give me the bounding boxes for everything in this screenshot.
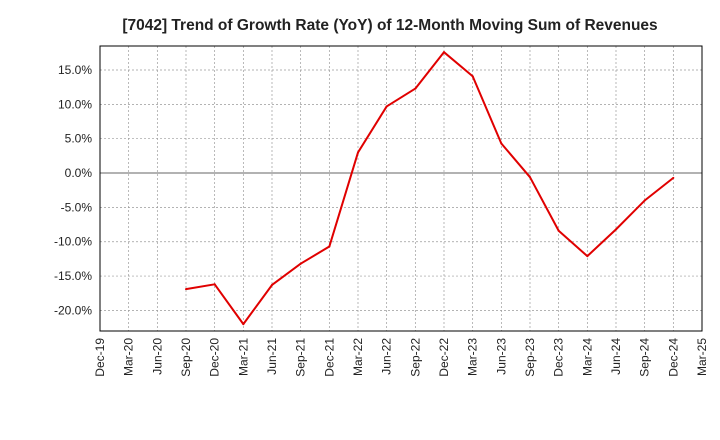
data-point [414,87,417,90]
data-point [357,151,359,154]
data-point [557,229,560,232]
series-growth-rate [185,51,675,326]
x-tick-label: Sep-22 [408,338,422,377]
x-tick-label: Jun-21 [265,338,279,375]
y-axis-ticks: 15.0% 10.0% 5.0% 0.0% -5.0% -10.0% -15.0% -20.0… [54,63,92,317]
data-point [500,142,503,145]
data-point [443,51,445,54]
x-tick-label: Dec-20 [208,338,222,377]
x-tick-label: Dec-22 [437,338,451,377]
data-point [385,105,388,108]
y-tick-label: 5.0% [65,132,93,146]
x-tick-label: Sep-21 [294,338,308,377]
data-point [529,176,531,179]
data-point [615,228,617,231]
x-tick-label: Mar-25 [695,338,709,376]
x-tick-label: Dec-19 [93,338,107,377]
plot-frame [99,45,703,332]
y-tick-label: -5.0% [61,200,93,214]
y-tick-label: 15.0% [58,63,92,77]
data-point [586,255,589,258]
x-tick-label: Sep-20 [179,338,193,377]
x-tick-label: Dec-23 [552,338,566,377]
x-tick-label: Jun-20 [150,338,164,375]
x-tick-label: Mar-20 [122,338,136,376]
x-tick-label: Sep-24 [638,338,652,377]
data-point [271,283,273,286]
y-tick-label: 10.0% [58,97,92,111]
x-tick-label: Jun-22 [380,338,394,375]
y-tick-label: -20.0% [54,303,92,317]
data-point [328,245,331,248]
data-point [643,199,646,202]
x-tick-label: Dec-24 [666,338,680,377]
x-tick-label: Mar-23 [466,338,480,376]
series-line [185,51,674,326]
chart-title: [7042] Trend of Growth Rate (YoY) of 12-… [122,17,657,34]
x-tick-label: Sep-23 [523,338,537,377]
x-tick-label: Jun-23 [494,338,508,375]
data-point [185,288,187,291]
x-tick-label: Mar-21 [236,338,250,376]
data-point [299,262,302,265]
data-point [672,176,675,179]
x-tick-label: Dec-21 [322,338,336,377]
x-axis-ticks: Dec-19 Mar-20 Jun-20 Sep-20 Dec-20 Mar-21 Jun-… [93,338,709,377]
data-point [242,323,245,326]
y-tick-label: 0.0% [65,166,93,180]
data-point [471,75,474,78]
x-tick-label: Mar-24 [580,338,594,376]
y-tick-label: -10.0% [54,235,92,249]
data-point [213,283,216,286]
y-tick-label: -15.0% [54,269,92,283]
x-tick-label: Jun-24 [609,338,623,375]
x-tick-label: Mar-22 [351,338,365,376]
